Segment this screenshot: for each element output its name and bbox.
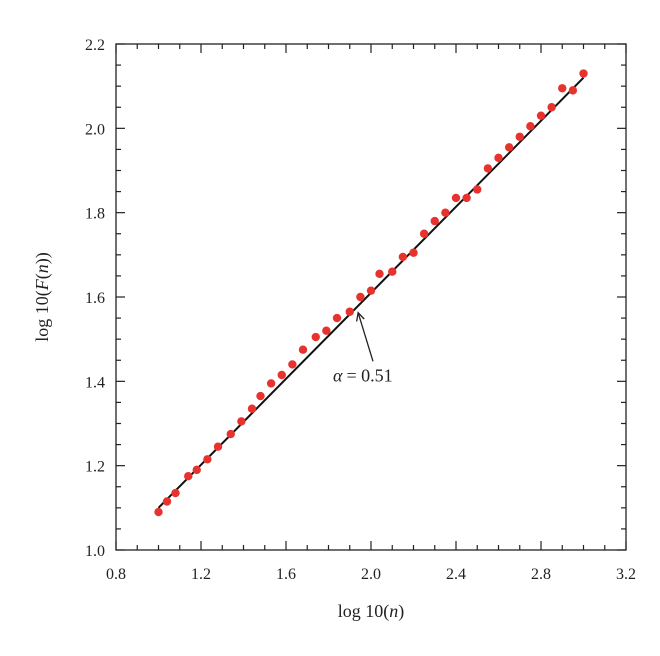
data-point — [419, 229, 429, 238]
data-point — [237, 417, 246, 426]
data-point — [430, 216, 439, 226]
data-point — [441, 208, 450, 217]
data-point — [398, 252, 408, 262]
y-tick-label: 1.8 — [85, 206, 105, 223]
data-point — [266, 379, 276, 388]
data-point — [184, 472, 193, 481]
data-point — [536, 111, 546, 120]
data-points — [154, 69, 588, 517]
data-point — [322, 326, 331, 335]
data-point — [162, 497, 172, 506]
data-point — [504, 143, 514, 152]
x-tick-labels: 0.8 1.2 1.6 2.0 2.4 2.8 3.2 — [106, 566, 636, 583]
data-point — [154, 507, 163, 517]
x-tick-label: 2.8 — [531, 566, 551, 583]
alpha-value: = 0.51 — [346, 365, 392, 385]
y-tick-label: 1.2 — [85, 459, 105, 476]
data-point — [171, 488, 180, 498]
x-tick-label: 3.2 — [616, 566, 636, 583]
x-tick-label: 1.6 — [276, 566, 296, 583]
y-tick-label: 2.0 — [85, 121, 105, 138]
data-point — [515, 132, 524, 141]
data-point — [288, 360, 297, 369]
alpha-symbol: α — [333, 365, 343, 385]
data-point — [226, 429, 235, 439]
data-point — [451, 193, 461, 203]
y-tick-label: 1.0 — [85, 543, 105, 560]
data-point — [256, 391, 265, 401]
data-point — [526, 122, 535, 131]
data-point — [247, 404, 257, 413]
y-tick-label: 1.6 — [85, 290, 105, 307]
data-point — [332, 313, 342, 323]
data-point — [213, 442, 223, 451]
x-tick-label: 2.0 — [361, 566, 381, 583]
annotation-label: α = 0.51 — [333, 365, 393, 385]
axis-ticks — [115, 43, 627, 551]
data-point — [311, 332, 320, 342]
y-tick-label: 1.4 — [85, 374, 105, 391]
y-tick-labels: 1.0 1.2 1.4 1.6 1.8 2.0 2.2 — [85, 37, 105, 560]
data-point — [277, 370, 286, 380]
x-tick-label: 0.8 — [106, 566, 126, 583]
data-point — [388, 267, 397, 276]
annotation-arrow — [358, 313, 374, 362]
data-point — [298, 345, 308, 354]
data-point — [483, 164, 493, 173]
y-axis-title: log 10(F(n)) — [32, 252, 53, 342]
data-point — [356, 292, 365, 302]
data-point — [462, 193, 471, 203]
data-point — [409, 248, 418, 257]
data-point — [375, 269, 384, 279]
data-point — [494, 153, 503, 163]
data-point — [558, 84, 567, 93]
data-point — [473, 185, 482, 194]
x-tick-label: 1.2 — [191, 566, 211, 583]
data-point — [568, 86, 578, 95]
x-tick-label: 2.4 — [446, 566, 466, 583]
data-point — [345, 307, 354, 316]
data-point — [192, 465, 201, 475]
data-point — [547, 103, 556, 112]
x-axis-title: log 10(n) — [338, 601, 405, 622]
data-point — [579, 69, 588, 78]
data-point — [203, 455, 212, 464]
data-point — [366, 286, 376, 295]
y-tick-label: 2.2 — [85, 37, 105, 54]
